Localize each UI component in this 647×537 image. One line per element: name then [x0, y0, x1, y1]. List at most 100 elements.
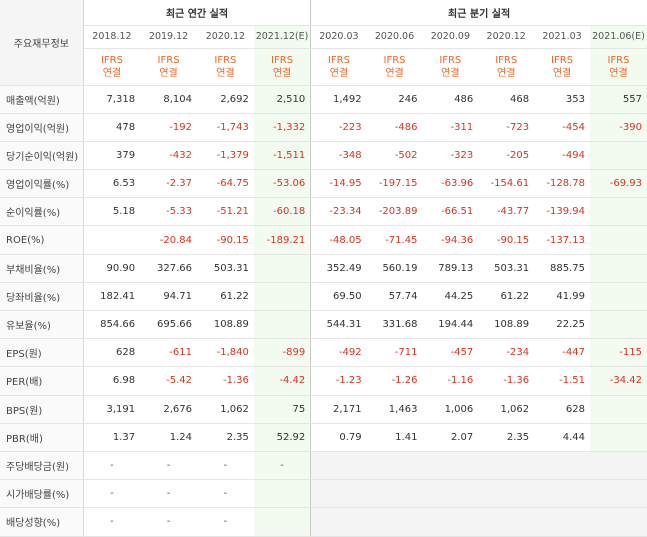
quarter-value-cell: 331.68 — [366, 310, 423, 340]
quarter-value-cell: 44.25 — [422, 282, 479, 312]
quarter-value-cell: -1.26 — [366, 366, 423, 396]
row-label: 부채비율(%) — [0, 253, 84, 283]
quarter-value-cell — [310, 507, 367, 537]
annual-value-cell: -1,379 — [196, 141, 254, 171]
quarter-value-cell: -447 — [534, 338, 590, 368]
quarter-value-cell: 560.19 — [366, 253, 423, 283]
annual-value-cell: - — [253, 450, 311, 481]
quarter-value-cell: -66.51 — [422, 197, 479, 227]
annual-value-cell: -1,743 — [196, 113, 254, 142]
period-header: 2021.12(E) — [253, 25, 311, 49]
table-row: 당좌비율(%) 182.41 94.71 61.22 69.50 57.74 44.25 61… — [0, 282, 647, 312]
quarter-value-cell: 628 — [534, 395, 590, 424]
annual-value-cell: -2.37 — [140, 169, 197, 199]
ifrs-text: IFRS — [214, 54, 237, 66]
quarter-value-cell: 2.07 — [422, 423, 479, 452]
quarter-value-cell: -323 — [422, 141, 479, 171]
row-label: PBR(배) — [0, 423, 84, 452]
annual-value-cell: 628 — [83, 338, 141, 368]
quarter-value-cell: -154.61 — [478, 169, 535, 199]
row-label: 유보율(%) — [0, 310, 84, 340]
quarter-value-cell — [589, 225, 647, 255]
period-header: 2020.12 — [478, 25, 535, 49]
row-label: 시가배당률(%) — [0, 479, 84, 509]
quarter-value-cell: 69.50 — [310, 282, 367, 312]
annual-value-cell: 61.22 — [196, 282, 254, 312]
quarter-value-cell — [589, 450, 647, 481]
annual-value-cell: -51.21 — [196, 197, 254, 227]
annual-value-cell: 7,318 — [83, 85, 141, 114]
period-header: 2020.12 — [196, 25, 254, 49]
period-header: 2020.03 — [310, 25, 367, 49]
quarter-value-cell — [589, 479, 647, 509]
annual-value-cell: 695.66 — [140, 310, 197, 340]
table-row: PER(배) 6.98 -5.42 -1.36 -4.42 -1.23 -1.26 -1.16… — [0, 366, 647, 396]
table-row: EPS(원) 628 -611 -1,840 -899 -492 -711 -457 -234-… — [0, 338, 647, 368]
period-header: 2018.12 — [83, 25, 141, 49]
quarter-value-cell — [589, 423, 647, 452]
ifrs-consolidated-label: IFRS 연결 — [534, 48, 590, 86]
quarter-value-cell: -137.13 — [534, 225, 590, 255]
annual-value-cell: -189.21 — [253, 225, 311, 255]
quarter-group-header: 최근 분기 실적 — [310, 0, 647, 26]
quarter-value-cell: -390 — [589, 113, 647, 142]
quarter-value-cell: 194.44 — [422, 310, 479, 340]
quarter-value-cell: 0.79 — [310, 423, 367, 452]
consolidated-text: 연결 — [609, 67, 628, 79]
ifrs-text: IFRS — [607, 54, 630, 66]
table-row: 영업이익률(%) 6.53 -2.37 -64.75 -53.06 -14.95 -197.… — [0, 169, 647, 199]
annual-value-cell: -64.75 — [196, 169, 254, 199]
annual-value-cell: -1,332 — [253, 113, 311, 142]
annual-value-cell — [253, 282, 311, 312]
annual-value-cell: 854.66 — [83, 310, 141, 340]
quarter-value-cell — [478, 507, 535, 537]
table-row: 유보율(%) 854.66 695.66 108.89 544.31 331.68 194.… — [0, 310, 647, 340]
annual-value-cell: 379 — [83, 141, 141, 171]
ifrs-text: IFRS — [271, 54, 294, 66]
quarter-value-cell: -34.42 — [589, 366, 647, 396]
quarter-value-cell — [310, 450, 367, 481]
row-label: 당기순이익(억원) — [0, 141, 84, 171]
quarter-value-cell: -1.36 — [478, 366, 535, 396]
quarter-value-cell — [366, 507, 423, 537]
quarter-value-cell: -1.51 — [534, 366, 590, 396]
quarter-value-cell: -223 — [310, 113, 367, 142]
annual-value-cell: - — [83, 450, 141, 481]
annual-value-cell: 327.66 — [140, 253, 197, 283]
row-label: 영업이익(억원) — [0, 113, 84, 142]
annual-value-cell: 2,692 — [196, 85, 254, 114]
annual-value-cell: 5.18 — [83, 197, 141, 227]
annual-value-cell: 2.35 — [196, 423, 254, 452]
annual-value-cell: -611 — [140, 338, 197, 368]
table-row: 당기순이익(억원) 379 -432 -1,379 -1,511 -348 -502 -323… — [0, 141, 647, 171]
quarter-value-cell: -90.15 — [478, 225, 535, 255]
quarter-value-cell: -23.34 — [310, 197, 367, 227]
consolidated-text: 연결 — [102, 67, 122, 79]
quarter-value-cell: -115 — [589, 338, 647, 368]
annual-value-cell: 182.41 — [83, 282, 141, 312]
quarter-value-cell — [310, 479, 367, 509]
quarter-value-cell: 1.41 — [366, 423, 423, 452]
quarter-value-cell — [534, 450, 590, 481]
quarter-value-cell: 41.99 — [534, 282, 590, 312]
annual-value-cell: -53.06 — [253, 169, 311, 199]
quarter-value-cell: -69.93 — [589, 169, 647, 199]
quarter-value-cell: -492 — [310, 338, 367, 368]
quarter-value-cell: 61.22 — [478, 282, 535, 312]
table-row: BPS(원) 3,191 2,676 1,062 75 2,171 1,463 1,006 1,… — [0, 395, 647, 424]
annual-value-cell: -1.36 — [196, 366, 254, 396]
ifrs-consolidated-label: IFRS 연결 — [196, 48, 254, 86]
annual-value-cell: 503.31 — [196, 253, 254, 283]
annual-value-cell: - — [83, 479, 141, 509]
quarter-value-cell: 353 — [534, 85, 590, 114]
row-label: 영업이익률(%) — [0, 169, 84, 199]
table-row: 영업이익(억원) 478 -192 -1,743 -1,332 -223 -486 -311-… — [0, 113, 647, 142]
quarter-value-cell — [589, 395, 647, 424]
quarter-value-cell: 486 — [422, 85, 479, 114]
annual-value-cell — [253, 310, 311, 340]
period-header: 2021.03 — [534, 25, 590, 49]
quarter-value-cell: 2.35 — [478, 423, 535, 452]
quarter-value-cell: 1,463 — [366, 395, 423, 424]
annual-value-cell: 1,062 — [196, 395, 254, 424]
annual-value-cell: - — [196, 507, 254, 537]
